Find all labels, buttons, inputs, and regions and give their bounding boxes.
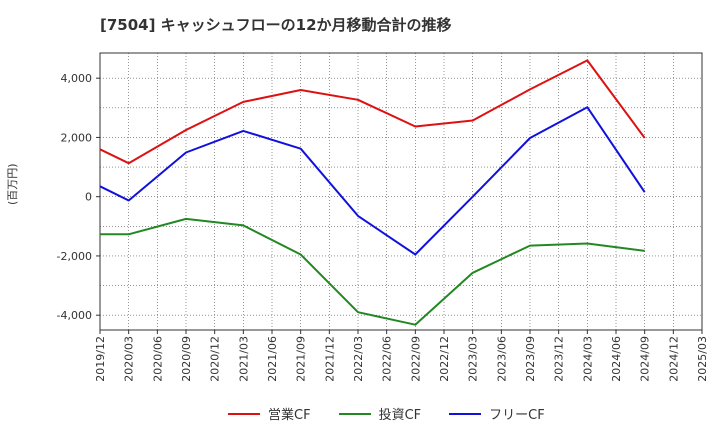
legend-swatch-investing-cf <box>338 412 371 415</box>
grid-layer <box>99 53 703 330</box>
x-tick-label: 2022/09 <box>409 336 422 382</box>
y-tick-label: -2,000 <box>57 250 92 263</box>
x-tick-label: 2020/06 <box>151 336 164 382</box>
x-tick-label: 2023/09 <box>524 336 537 382</box>
series-line-investing-cf <box>100 217 645 326</box>
legend-swatch-free-cf <box>449 412 482 415</box>
legend-label-operating-cf: 営業CF <box>268 408 311 423</box>
x-tick-label: 2020/03 <box>123 336 136 382</box>
x-tick-label: 2024/09 <box>639 336 652 382</box>
tick-label-layer: 4,000 2,000 0 -2,000 -4,000 2019/12 2020/03 202… <box>57 72 709 382</box>
x-tick-label: 2023/06 <box>495 336 508 382</box>
legend-item-operating-cf: 営業CF <box>228 404 311 423</box>
x-tick-label: 2021/03 <box>237 336 250 382</box>
x-tick-label: 2021/06 <box>266 336 279 382</box>
y-tick-label: 0 <box>85 191 92 204</box>
series-line-operating-cf <box>99 59 646 165</box>
x-tick-label: 2021/12 <box>323 336 336 382</box>
x-tick-label: 2024/06 <box>610 336 623 382</box>
x-tick-label: 2021/09 <box>295 336 308 382</box>
legend-label-free-cf: フリーCF <box>489 408 545 423</box>
legend-item-free-cf: フリーCF <box>449 404 545 423</box>
series-line-free-cf <box>99 106 646 256</box>
x-tick-label: 2023/12 <box>553 336 566 382</box>
x-tick-label: 2024/03 <box>581 336 594 382</box>
x-tick-label: 2024/12 <box>667 336 680 382</box>
plot-frame <box>99 52 703 331</box>
x-tick-label: 2022/12 <box>438 336 451 382</box>
legend-item-investing-cf: 投資CF <box>338 404 422 423</box>
legend: 営業CF 投資CF フリーCF <box>228 404 545 423</box>
y-tick-label: 4,000 <box>61 72 93 85</box>
legend-swatch-operating-cf <box>228 412 260 415</box>
x-tick-label: 2022/03 <box>352 336 365 382</box>
x-tick-label: 2023/03 <box>467 336 480 382</box>
x-tick-label: 2020/12 <box>209 336 222 382</box>
y-tick-label: -4,000 <box>57 309 92 322</box>
chart-title: [7504] キャッシュフローの12か月移動合計の推移 <box>100 16 452 34</box>
x-tick-label: 2022/06 <box>381 336 394 382</box>
x-tick-label: 2020/09 <box>180 336 193 382</box>
legend-label-investing-cf: 投資CF <box>378 408 422 423</box>
y-tick-label: 2,000 <box>61 131 93 144</box>
x-tick-label: 2025/03 <box>696 336 709 382</box>
series-layer <box>99 59 646 326</box>
axis-layer <box>96 52 703 334</box>
x-tick-label: 2019/12 <box>94 336 107 382</box>
